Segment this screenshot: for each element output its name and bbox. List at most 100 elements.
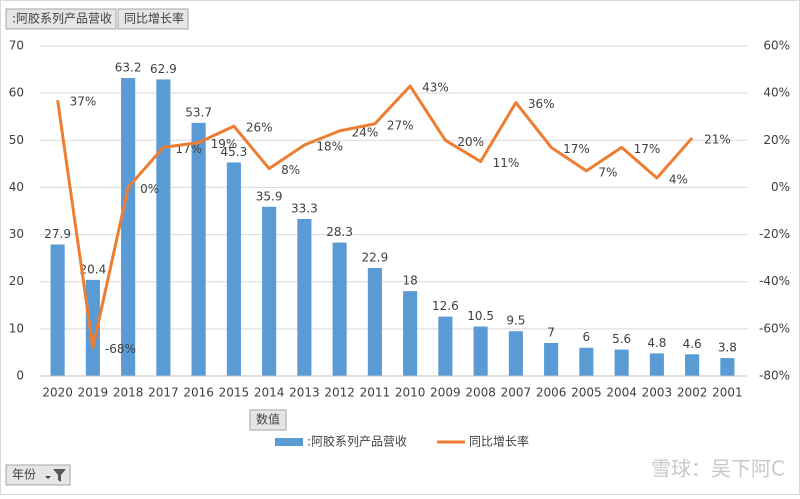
bar xyxy=(508,331,523,376)
filter-icon[interactable] xyxy=(53,469,66,482)
y-tick-label: 0 xyxy=(16,369,24,383)
bar xyxy=(649,353,664,376)
x-tick-label: 2001 xyxy=(712,386,743,400)
dropdown-icon[interactable] xyxy=(45,476,51,479)
bar xyxy=(720,358,735,376)
line-value-label: 37% xyxy=(70,95,97,109)
x-tick-label: 2003 xyxy=(642,386,673,400)
y2-tick-label: -20% xyxy=(759,227,790,241)
x-tick-label: 2015 xyxy=(219,386,250,400)
legend-label: 同比增长率 xyxy=(469,434,529,449)
bar-value-label: 20.4 xyxy=(80,262,107,276)
field-button[interactable] xyxy=(5,8,117,30)
y2-tick-label: -60% xyxy=(759,321,790,335)
bar-value-label: 53.7 xyxy=(185,105,212,119)
bar xyxy=(262,206,277,376)
legend-swatch xyxy=(275,438,303,446)
y2-tick-label: 0% xyxy=(771,180,790,194)
x-tick-label: 2011 xyxy=(360,386,391,400)
bar xyxy=(685,354,700,376)
line-value-label: 26% xyxy=(246,121,273,135)
bar xyxy=(156,79,171,376)
bar xyxy=(367,268,382,376)
y-tick-label: 60 xyxy=(9,86,24,100)
line xyxy=(56,84,694,350)
bar-value-label: 63.2 xyxy=(115,61,142,75)
bar-value-label: 6 xyxy=(583,330,591,344)
bar-value-label: 3.8 xyxy=(718,341,737,355)
x-tick-label: 2012 xyxy=(324,386,355,400)
line-value-label: 0% xyxy=(140,182,159,196)
y2-tick-label: -80% xyxy=(759,369,790,383)
bar-value-label: 33.3 xyxy=(291,202,318,216)
bar-value-label: 7 xyxy=(547,326,555,340)
line-value-label: 8% xyxy=(281,163,300,177)
line-value-label: 11% xyxy=(493,156,520,170)
bar-value-label: 62.9 xyxy=(150,62,177,76)
values-button-label[interactable]: 数值 xyxy=(256,412,280,427)
x-tick-label: 2007 xyxy=(501,386,532,400)
x-tick-label: 2013 xyxy=(289,386,320,400)
axis-button-label[interactable]: 年份 xyxy=(12,468,36,482)
bar-value-label: 28.3 xyxy=(326,225,353,239)
field-button-label[interactable]: :阿胶系列产品营收 xyxy=(12,11,112,26)
y2-tick-label: 60% xyxy=(763,39,790,53)
bar xyxy=(473,326,488,376)
y2-tick-label: 20% xyxy=(763,133,790,147)
x-tick-label: 2019 xyxy=(78,386,109,400)
bar-value-label: 4.6 xyxy=(683,337,702,351)
bar-value-label: 5.6 xyxy=(612,332,631,346)
y2-tick-label: 40% xyxy=(763,86,790,100)
field-button[interactable] xyxy=(117,8,189,30)
watermark: 雪球：吴下阿C xyxy=(651,457,785,481)
bar-value-label: 27.9 xyxy=(44,227,71,241)
y-tick-label: 50 xyxy=(9,133,24,147)
line-value-label: 4% xyxy=(669,173,688,187)
bar-value-label: 4.8 xyxy=(647,336,666,350)
legend-label: :阿胶系列产品营收 xyxy=(307,434,407,449)
bar xyxy=(85,279,100,376)
line-value-label: 27% xyxy=(387,118,414,132)
bar xyxy=(614,349,629,376)
line-value-label: 36% xyxy=(528,97,555,111)
bar xyxy=(226,162,241,376)
x-tick-label: 2005 xyxy=(571,386,602,400)
bar-value-label: 18 xyxy=(402,274,417,288)
line-value-label: 7% xyxy=(598,165,617,179)
x-tick-label: 2009 xyxy=(430,386,461,400)
bar xyxy=(579,347,594,376)
field-button-label[interactable]: 同比增长率 xyxy=(124,11,184,26)
x-tick-label: 2020 xyxy=(42,386,73,400)
bar-value-label: 9.5 xyxy=(506,314,525,328)
bar-value-label: 35.9 xyxy=(256,189,283,203)
x-tick-label: 2008 xyxy=(465,386,496,400)
bar xyxy=(50,244,65,376)
x-tick-label: 2004 xyxy=(606,386,637,400)
values-button[interactable] xyxy=(249,409,287,431)
bar xyxy=(544,343,559,376)
line-value-label: 17% xyxy=(634,142,661,156)
x-tick-label: 2002 xyxy=(677,386,708,400)
bar xyxy=(403,291,418,376)
bar-value-label: 22.9 xyxy=(362,251,389,265)
line-value-label: 24% xyxy=(352,125,379,139)
line-value-label: 20% xyxy=(457,135,484,149)
y2-tick-label: -40% xyxy=(759,274,790,288)
line-value-label: -68% xyxy=(105,342,136,356)
bar xyxy=(332,242,347,376)
x-tick-label: 2014 xyxy=(254,386,285,400)
bar-value-label: 12.6 xyxy=(432,299,459,313)
x-tick-label: 2010 xyxy=(395,386,426,400)
line-value-label: 21% xyxy=(704,132,731,146)
x-tick-label: 2017 xyxy=(148,386,179,400)
x-tick-label: 2018 xyxy=(113,386,144,400)
line-value-label: 17% xyxy=(563,142,590,156)
line-value-label: 19% xyxy=(211,137,238,151)
bar xyxy=(191,122,206,376)
line-value-label: 18% xyxy=(316,140,343,154)
y-tick-label: 20 xyxy=(9,274,24,288)
x-tick-label: 2016 xyxy=(183,386,214,400)
y-tick-label: 30 xyxy=(9,227,24,241)
bar xyxy=(121,78,136,377)
